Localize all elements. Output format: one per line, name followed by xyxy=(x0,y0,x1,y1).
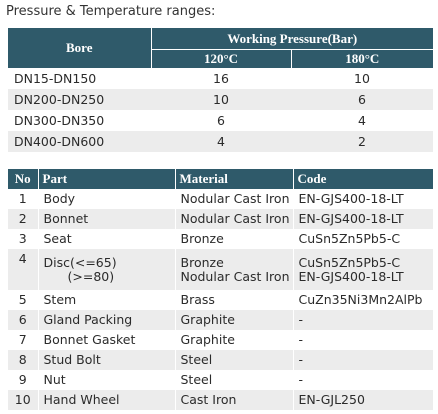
cell-no: 3 xyxy=(8,229,39,249)
code-line-1: CuSn5Zn5Pb5-C xyxy=(298,254,401,270)
code-line-2: EN-GJS400-18-LT xyxy=(298,268,404,284)
part-line-1: Disc(<=65) xyxy=(43,254,117,270)
table-row: 2 Bonnet Nodular Cast Iron EN-GJS400-18-… xyxy=(8,209,433,229)
header-temp-180: 180°C xyxy=(291,49,433,68)
header-no: No xyxy=(8,169,39,189)
cell-code: CuSn5Zn5Pb5-C xyxy=(298,231,401,246)
cell-material: Steel xyxy=(175,350,294,370)
header-material: Material xyxy=(175,169,294,189)
header-bore: Bore xyxy=(8,28,152,68)
cell-code: - xyxy=(293,350,433,370)
cell-pressure-120: 4 xyxy=(151,131,291,152)
cell-code: - xyxy=(298,332,304,347)
cell-pressure-120: 6 xyxy=(217,113,225,128)
cell-part: Stud Bolt xyxy=(38,350,176,370)
cell-material: Bronze xyxy=(175,229,294,249)
header-working-pressure: Working Pressure(Bar) xyxy=(151,28,433,50)
cell-code: - xyxy=(298,372,304,387)
cell-no: 9 xyxy=(8,370,39,390)
parts-materials-table: No Part Material Code 1 Body Nodular Cas… xyxy=(8,169,433,410)
cell-material: Graphite xyxy=(175,310,294,330)
cell-pressure-180: 4 xyxy=(358,113,366,128)
table-row: 10 Hand Wheel Cast Iron EN-GJL250 xyxy=(8,390,433,410)
pressure-temperature-table: Bore Working Pressure(Bar) 120°C 180°C D… xyxy=(8,28,433,152)
cell-no: 4 xyxy=(8,249,39,290)
table-row: 9 Nut Steel - xyxy=(8,370,433,390)
cell-pressure-180: 6 xyxy=(291,89,433,110)
cell-no: 2 xyxy=(8,209,39,229)
cell-no: 1 xyxy=(8,189,39,209)
cell-material: Bronze Nodular Cast Iron xyxy=(175,249,294,290)
cell-material: Cast Iron xyxy=(175,390,294,410)
cell-code: EN-GJS400-18-LT xyxy=(298,191,404,206)
table-row: 5 Stem Brass CuZn35Ni3Mn2AlPb xyxy=(8,290,433,310)
cell-no: 10 xyxy=(8,390,39,410)
table-row: DN300-DN350 6 4 xyxy=(8,110,433,131)
cell-bore: DN300-DN350 xyxy=(14,113,105,128)
table-row: 6 Gland Packing Graphite - xyxy=(8,310,433,330)
cell-no: 5 xyxy=(8,290,39,310)
material-line-1: Bronze xyxy=(180,254,224,270)
table-row: DN15-DN150 16 10 xyxy=(8,68,433,89)
cell-code: CuSn5Zn5Pb5-C EN-GJS400-18-LT xyxy=(293,249,433,290)
cell-no: 8 xyxy=(8,350,39,370)
table-row: 4 Disc(<=65) (>=80) Bronze Nodular Cast … xyxy=(8,249,433,290)
table-row: 3 Seat Bronze CuSn5Zn5Pb5-C xyxy=(8,229,433,249)
cell-code: EN-GJS400-18-LT xyxy=(293,209,433,229)
cell-part: Nut xyxy=(38,370,176,390)
cell-material: Nodular Cast Iron xyxy=(175,209,294,229)
material-line-2: Nodular Cast Iron xyxy=(180,268,290,284)
cell-code: EN-GJL250 xyxy=(293,390,433,410)
cell-pressure-120: 16 xyxy=(213,71,229,86)
cell-material: Graphite xyxy=(175,330,294,350)
cell-part: Bonnet Gasket xyxy=(38,330,176,350)
header-code: Code xyxy=(293,169,433,189)
table-row: DN200-DN250 10 6 xyxy=(8,89,433,110)
cell-bore: DN15-DN150 xyxy=(14,71,97,86)
page-title: Pressure & Temperature ranges: xyxy=(6,4,216,19)
cell-bore: DN200-DN250 xyxy=(8,89,151,110)
cell-part: Gland Packing xyxy=(38,310,176,330)
cell-pressure-180: 10 xyxy=(354,71,370,86)
part-line-2: (>=80) xyxy=(67,268,115,284)
cell-material: Nodular Cast Iron xyxy=(175,189,294,209)
table-row: 8 Stud Bolt Steel - xyxy=(8,350,433,370)
cell-part: Body xyxy=(38,189,176,209)
header-temp-120: 120°C xyxy=(151,49,292,68)
cell-no: 6 xyxy=(8,310,39,330)
cell-part: Bonnet xyxy=(38,209,176,229)
header-part: Part xyxy=(38,169,176,189)
cell-part: Stem xyxy=(38,290,176,310)
cell-code: CuZn35Ni3Mn2AlPb xyxy=(298,292,423,307)
cell-material: Steel xyxy=(175,370,294,390)
cell-part: Hand Wheel xyxy=(38,390,176,410)
cell-bore: DN400-DN600 xyxy=(8,131,151,152)
cell-part: Disc(<=65) (>=80) xyxy=(38,249,176,290)
table-row: 1 Body Nodular Cast Iron EN-GJS400-18-LT xyxy=(8,189,433,209)
table-row: DN400-DN600 4 2 xyxy=(8,131,433,152)
table-row: 7 Bonnet Gasket Graphite - xyxy=(8,330,433,350)
cell-material: Brass xyxy=(175,290,294,310)
cell-pressure-120: 10 xyxy=(151,89,291,110)
cell-part: Seat xyxy=(38,229,176,249)
cell-pressure-180: 2 xyxy=(291,131,433,152)
cell-no: 7 xyxy=(8,330,39,350)
cell-code: - xyxy=(293,310,433,330)
